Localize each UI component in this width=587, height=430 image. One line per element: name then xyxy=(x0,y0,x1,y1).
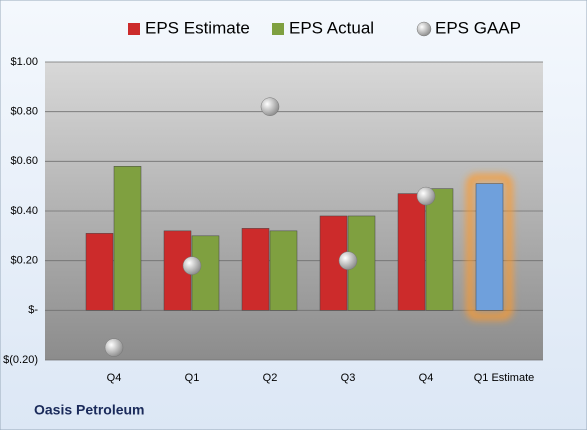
gaap-marker xyxy=(338,251,358,270)
gaap-marker xyxy=(416,186,436,206)
legend-label: EPS GAAP xyxy=(435,18,521,37)
gaap-marker xyxy=(182,256,202,275)
y-tick-label: $0.20 xyxy=(10,255,38,267)
y-tick-label: $(0.20) xyxy=(3,354,38,366)
footer: Oasis Petroleum xyxy=(34,402,145,418)
x-tick-label: Q2 xyxy=(263,372,278,384)
bar xyxy=(475,183,504,311)
legend-swatch xyxy=(416,21,432,37)
x-tick-label: Q1 Estimate xyxy=(474,372,535,384)
bar xyxy=(113,166,142,311)
x-tick-label: Q3 xyxy=(341,372,356,384)
legend-swatch xyxy=(128,23,140,35)
y-tick-label: $0.40 xyxy=(10,205,38,217)
bar xyxy=(269,230,298,311)
bar xyxy=(85,233,114,311)
x-tick-label: Q1 xyxy=(185,372,200,384)
gaap-marker xyxy=(104,338,124,357)
legend-label: EPS Estimate xyxy=(145,18,250,37)
y-tick-label: $1.00 xyxy=(10,56,38,68)
gaap-marker xyxy=(260,97,280,116)
bar xyxy=(425,188,454,311)
y-tick-label: $0.80 xyxy=(10,106,38,118)
y-tick-label: $- xyxy=(28,304,38,316)
x-tick-label: Q4 xyxy=(107,372,122,384)
legend-swatch xyxy=(272,23,284,35)
bar xyxy=(397,193,426,311)
bar xyxy=(241,228,270,311)
legend-label: EPS Actual xyxy=(289,18,374,37)
x-tick-label: Q4 xyxy=(419,372,434,384)
y-tick-label: $0.60 xyxy=(10,155,38,167)
bar-glow xyxy=(467,174,512,320)
